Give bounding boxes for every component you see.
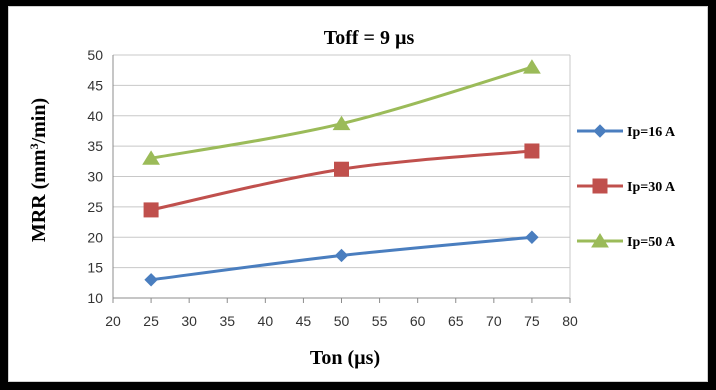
data-series xyxy=(142,59,541,287)
y-tick-labels: 10 15 20 25 30 35 40 45 50 xyxy=(87,47,103,306)
y-tick-label: 40 xyxy=(87,108,103,124)
data-point xyxy=(144,273,158,287)
y-tick-label: 15 xyxy=(87,260,103,276)
legend-item-2: Ip=50 A xyxy=(577,233,676,250)
data-point xyxy=(334,161,349,177)
y-tick-label: 25 xyxy=(87,199,103,215)
legend-label: Ip=16 A xyxy=(627,125,676,140)
line-chart: Toff = 9 µs 10 15 20 25 30 35 40 45 50 20 25 30 35 4… xyxy=(27,27,676,369)
y-axis-label-main: MRR (mm xyxy=(28,149,50,242)
legend-label: Ip=30 A xyxy=(627,180,676,195)
series-line xyxy=(150,149,533,212)
legend-marker xyxy=(591,233,609,248)
y-tick-label: 50 xyxy=(87,47,103,63)
y-axis-label-tail: /min) xyxy=(28,98,50,145)
x-tick-label: 70 xyxy=(486,313,502,329)
x-tick-label: 75 xyxy=(524,313,540,329)
y-tick-label: 45 xyxy=(87,77,103,93)
x-tick-label: 65 xyxy=(448,313,464,329)
x-tick-label: 20 xyxy=(105,313,121,329)
legend-marker xyxy=(593,124,607,138)
legend-item-0: Ip=16 A xyxy=(577,124,676,140)
x-tick-label: 50 xyxy=(334,313,350,329)
x-tick-label: 40 xyxy=(258,313,274,329)
series-2 xyxy=(142,59,541,165)
series-0 xyxy=(144,230,539,287)
chart-frame: Toff = 9 µs 10 15 20 25 30 35 40 45 50 20 25 30 35 4… xyxy=(8,6,708,382)
y-tick-label: 10 xyxy=(87,290,103,306)
x-tick-label: 35 xyxy=(219,313,235,329)
x-tick-label: 45 xyxy=(296,313,312,329)
series-line xyxy=(150,65,533,160)
data-point xyxy=(142,150,160,165)
x-tick-label: 25 xyxy=(143,313,159,329)
x-tick-label: 80 xyxy=(562,313,578,329)
y-tick-label: 35 xyxy=(87,138,103,154)
x-tick-labels: 20 25 30 35 40 45 50 55 60 65 70 75 80 xyxy=(105,313,578,329)
series-1 xyxy=(143,143,540,218)
y-tick-label: 30 xyxy=(87,169,103,185)
x-tick-label: 30 xyxy=(181,313,197,329)
y-axis-label-superscript: 3 xyxy=(27,143,41,149)
axes xyxy=(112,55,571,303)
legend: Ip=16 A Ip=30 A Ip=50 A xyxy=(577,124,676,250)
x-axis-label: Ton (µs) xyxy=(310,347,380,369)
data-point xyxy=(525,230,539,244)
legend-item-1: Ip=30 A xyxy=(577,178,676,195)
data-point xyxy=(523,59,541,74)
legend-label: Ip=50 A xyxy=(627,235,676,250)
data-point xyxy=(332,115,351,131)
chart-title: Toff = 9 µs xyxy=(324,27,415,49)
y-tick-label: 20 xyxy=(87,229,103,245)
x-tick-label: 55 xyxy=(372,313,388,329)
x-tick-label: 60 xyxy=(410,313,426,329)
y-axis-label: MRR (mm3/min) xyxy=(27,98,50,242)
data-point xyxy=(334,248,349,263)
data-point xyxy=(143,202,159,218)
data-point xyxy=(524,143,540,159)
legend-marker xyxy=(592,178,608,194)
